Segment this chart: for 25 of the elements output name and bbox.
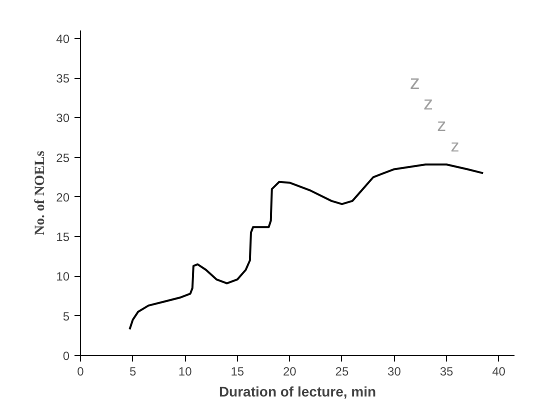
y-tick-label: 20	[56, 190, 70, 204]
x-tick-label: 0	[77, 364, 84, 378]
y-tick-label: 35	[56, 72, 70, 86]
x-tick-label: 30	[388, 364, 402, 378]
x-tick-label: 40	[492, 364, 506, 378]
y-tick-label: 10	[56, 270, 70, 284]
y-tick-label: 0	[62, 349, 70, 363]
y-tick-label: 5	[62, 309, 70, 324]
x-tick-label: 10	[178, 364, 192, 378]
annotation: z	[437, 115, 446, 136]
line-series	[128, 163, 484, 330]
annotation: z	[424, 94, 434, 115]
x-tick-label: 25	[335, 364, 349, 378]
x-tick-label: 5	[129, 364, 136, 378]
annotation: z	[410, 72, 420, 94]
y-tick-label: 15	[56, 230, 70, 244]
y-tick-label: 40	[56, 32, 70, 46]
annotation: z	[450, 136, 460, 156]
y-tick-label: 30	[56, 111, 70, 126]
x-axis-title: Duration of lecture, min	[218, 384, 376, 400]
x-tick-label: 15	[230, 364, 244, 378]
x-tick-label: 20	[282, 364, 297, 378]
y-axis-title: No. of NOELs	[33, 150, 48, 236]
x-tick-label: 35	[440, 364, 454, 378]
y-tick-label: 25	[56, 150, 70, 165]
